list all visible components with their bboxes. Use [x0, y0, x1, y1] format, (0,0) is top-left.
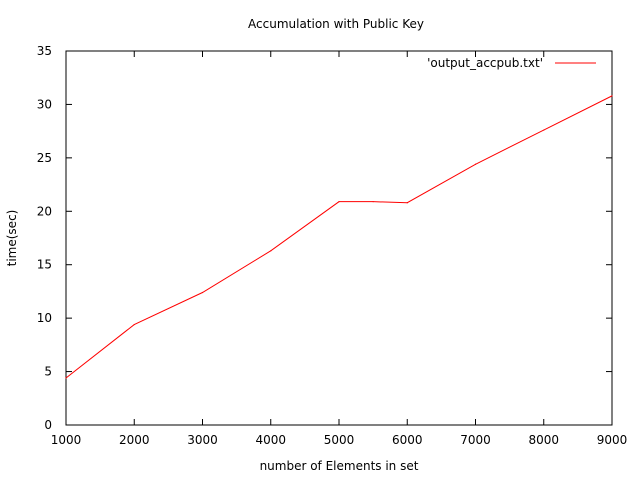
x-axis-ticks: 1000 2000 3000 4000 5000 6000 7000 8000 9000 [51, 51, 628, 447]
legend-label: 'output_accpub.txt' [427, 56, 543, 70]
y-axis-label: time(sec) [5, 210, 19, 267]
x-tick-label: 1000 [51, 433, 82, 447]
y-tick-label: 25 [37, 151, 52, 165]
x-tick-label: 6000 [392, 433, 423, 447]
data-point [270, 250, 272, 252]
data-point [406, 202, 408, 204]
legend: 'output_accpub.txt' [427, 56, 596, 70]
y-tick-label: 10 [37, 311, 52, 325]
plot-frame [65, 50, 613, 426]
data-point [65, 377, 67, 379]
series-line-0 [65, 95, 613, 379]
y-tick-label: 15 [37, 258, 52, 272]
x-tick-label: 2000 [119, 433, 150, 447]
data-point [201, 291, 204, 294]
y-axis-ticks: 0 5 10 15 20 25 30 35 [37, 44, 612, 432]
y-tick-label: 30 [37, 97, 52, 111]
y-tick-label: 20 [37, 204, 52, 218]
data-point [133, 323, 135, 326]
data-point [372, 201, 374, 203]
x-tick-label: 5000 [324, 433, 355, 447]
y-tick-label: 35 [37, 44, 52, 58]
data-point [474, 163, 477, 165]
y-tick-label: 5 [44, 365, 52, 379]
x-tick-label: 8000 [528, 433, 559, 447]
series-layer [65, 95, 613, 379]
x-tick-label: 3000 [187, 433, 218, 447]
chart-title: Accumulation with Public Key [248, 17, 424, 31]
x-axis-label: number of Elements in set [260, 459, 419, 473]
data-point [611, 95, 613, 97]
x-tick-label: 9000 [597, 433, 628, 447]
x-tick-label: 4000 [255, 433, 286, 447]
data-point [338, 201, 340, 203]
y-tick-label: 0 [44, 418, 52, 432]
x-tick-label: 7000 [460, 433, 491, 447]
data-point [543, 129, 545, 131]
